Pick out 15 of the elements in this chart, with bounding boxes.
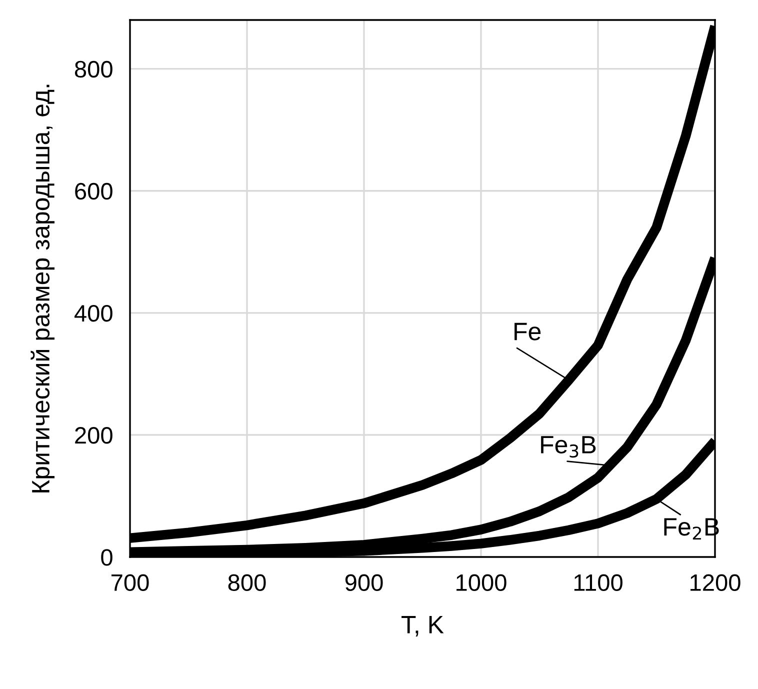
x-tick-label: 1100: [574, 574, 622, 592]
x-tick-label: 1000: [456, 574, 506, 592]
y-tick-label: 0: [101, 549, 112, 566]
x-axis-title: T, K: [402, 616, 444, 636]
y-axis-title: Критический размер зародыша, ед.: [30, 84, 54, 492]
x-tick-label: 900: [345, 574, 383, 592]
annotation: Fe: [514, 322, 541, 340]
x-tick-label: 800: [228, 574, 266, 592]
x-tick-label: 700: [112, 574, 149, 592]
y-tick-label: 400: [74, 304, 112, 322]
annotation: Fe$_{3}$B: [541, 436, 596, 458]
y-tick-label: 200: [75, 427, 112, 444]
x-tick-label: 1200: [690, 574, 740, 592]
y-tick-label: 600: [75, 182, 112, 200]
y-tick-label: 800: [74, 60, 112, 78]
